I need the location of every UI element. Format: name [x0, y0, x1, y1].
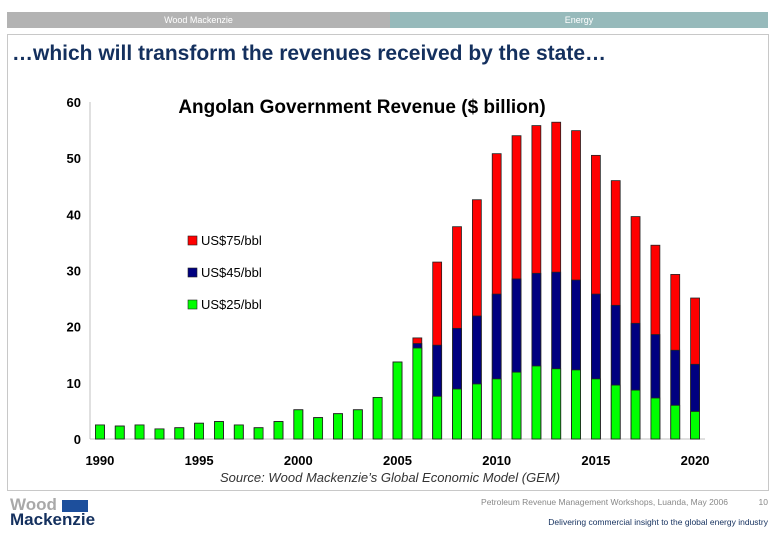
bar-us25bbl-2001 [313, 417, 324, 440]
chart-title: Angolan Government Revenue ($ billion) [178, 97, 545, 118]
bar-us25bbl-2016 [610, 384, 621, 440]
x-tick-label: 2000 [284, 453, 313, 468]
y-tick-label: 50 [67, 151, 81, 166]
content-frame [7, 34, 769, 491]
bar-us25bbl-2002 [333, 413, 343, 440]
legend-label: US$25/bbl [201, 297, 262, 312]
bar-us25bbl-2012 [531, 365, 542, 440]
bar-us25bbl-1994 [174, 427, 185, 440]
y-tick-label: 20 [67, 320, 81, 335]
x-tick-label: 2015 [581, 453, 610, 468]
bar-us25bbl-2005 [392, 361, 403, 440]
bars [95, 121, 700, 440]
header-section: Energy [390, 12, 768, 28]
bar-us25bbl-2015 [591, 378, 601, 440]
legend-label: US$45/bbl [201, 265, 262, 280]
bar-us25bbl-1996 [214, 421, 224, 440]
wood-mackenzie-logo: Wood Mackenzie [10, 495, 96, 529]
bar-us25bbl-2008 [452, 388, 462, 440]
legend-label: US$75/bbl [201, 233, 262, 248]
x-tick-label: 2010 [482, 453, 511, 468]
y-tick-label: 10 [67, 376, 81, 391]
bar-us25bbl-2019 [670, 404, 681, 440]
bar-us25bbl-2014 [571, 369, 581, 440]
bar-us25bbl-2007 [432, 395, 443, 440]
legend-swatch [187, 267, 198, 278]
source-note: Source: Wood Mackenzie’s Global Economic… [219, 470, 561, 485]
bar-us25bbl-1997 [233, 424, 244, 440]
header-brand: Wood Mackenzie [7, 12, 390, 28]
bar-us25bbl-1992 [134, 424, 145, 440]
y-tick-label: 0 [74, 432, 81, 447]
y-tick-label: 60 [67, 95, 81, 110]
axes: 0 10 20 30 40 50 60 1990 1995 2000 2005 2010 2015 202… [67, 95, 710, 468]
bar-us25bbl-2006 [412, 347, 423, 440]
y-tick-label: 40 [67, 207, 81, 222]
x-tick-label: 1995 [185, 453, 214, 468]
footer-tagline: Delivering commercial insight to the glo… [548, 517, 768, 527]
bar-us25bbl-2020 [690, 411, 700, 440]
bar-us25bbl-2009 [471, 383, 482, 440]
bar-us25bbl-2011 [511, 371, 522, 440]
footer-event: Petroleum Revenue Management Workshops, … [481, 497, 728, 507]
x-tick-label: 1990 [85, 453, 114, 468]
legend: US$75/bbl US$45/bbl US$25/bbl [187, 233, 262, 312]
x-tick-label: 2005 [383, 453, 412, 468]
bar-us25bbl-1999 [273, 421, 284, 440]
bar-us25bbl-2004 [372, 397, 383, 440]
bar-us25bbl-1995 [194, 422, 204, 440]
page-number: 10 [758, 497, 768, 507]
bar-us25bbl-1990 [95, 424, 105, 440]
bar-us25bbl-2000 [293, 409, 304, 440]
y-tick-label: 30 [67, 264, 81, 279]
revenue-chart: Angolan Government Revenue ($ billion) 0… [67, 95, 710, 468]
bar-us25bbl-2003 [352, 409, 363, 440]
bar-us25bbl-2013 [551, 368, 562, 440]
bar-us25bbl-1991 [114, 425, 125, 440]
bar-us25bbl-2017 [630, 389, 641, 440]
legend-swatch [187, 235, 198, 246]
slide-title: …which will transform the revenues recei… [12, 42, 607, 65]
bar-us25bbl-2010 [491, 378, 502, 440]
legend-swatch [187, 299, 198, 310]
bar-us25bbl-1993 [154, 428, 165, 440]
bar-us25bbl-2018 [650, 397, 661, 440]
x-tick-label: 2020 [681, 453, 710, 468]
bar-us25bbl-1998 [253, 427, 264, 440]
